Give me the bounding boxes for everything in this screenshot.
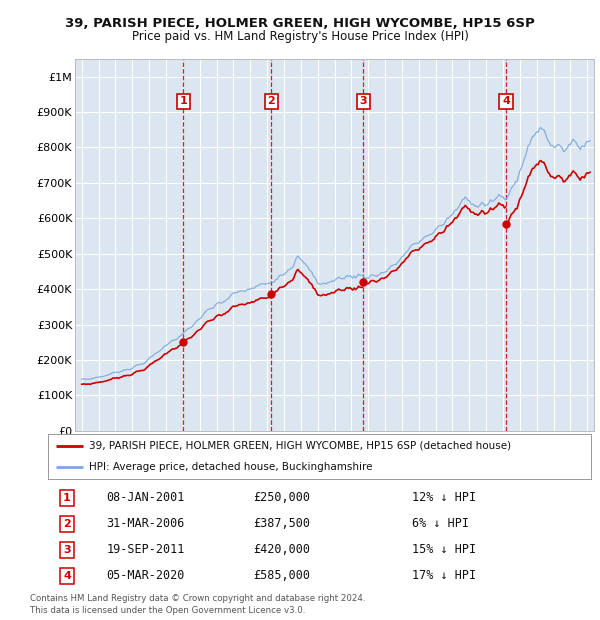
Text: 3: 3	[63, 545, 71, 555]
Text: HPI: Average price, detached house, Buckinghamshire: HPI: Average price, detached house, Buck…	[89, 462, 372, 472]
Text: 1: 1	[63, 493, 71, 503]
Text: £387,500: £387,500	[253, 518, 310, 530]
Text: 4: 4	[63, 571, 71, 581]
Text: 08-JAN-2001: 08-JAN-2001	[107, 492, 185, 504]
Text: 4: 4	[502, 97, 510, 107]
Text: 15% ↓ HPI: 15% ↓ HPI	[412, 544, 476, 556]
Text: £250,000: £250,000	[253, 492, 310, 504]
Text: 2: 2	[268, 97, 275, 107]
Text: 31-MAR-2006: 31-MAR-2006	[107, 518, 185, 530]
Text: 17% ↓ HPI: 17% ↓ HPI	[412, 570, 476, 582]
Text: 1: 1	[179, 97, 187, 107]
Text: 2: 2	[63, 519, 71, 529]
Text: 39, PARISH PIECE, HOLMER GREEN, HIGH WYCOMBE, HP15 6SP (detached house): 39, PARISH PIECE, HOLMER GREEN, HIGH WYC…	[89, 441, 511, 451]
Text: 19-SEP-2011: 19-SEP-2011	[107, 544, 185, 556]
Text: Contains HM Land Registry data © Crown copyright and database right 2024.
This d: Contains HM Land Registry data © Crown c…	[30, 594, 365, 615]
Text: Price paid vs. HM Land Registry's House Price Index (HPI): Price paid vs. HM Land Registry's House …	[131, 30, 469, 43]
Text: 05-MAR-2020: 05-MAR-2020	[107, 570, 185, 582]
Text: 3: 3	[359, 97, 367, 107]
Text: 6% ↓ HPI: 6% ↓ HPI	[412, 518, 469, 530]
Text: 12% ↓ HPI: 12% ↓ HPI	[412, 492, 476, 504]
Text: 39, PARISH PIECE, HOLMER GREEN, HIGH WYCOMBE, HP15 6SP: 39, PARISH PIECE, HOLMER GREEN, HIGH WYC…	[65, 17, 535, 30]
Text: £585,000: £585,000	[253, 570, 310, 582]
Text: £420,000: £420,000	[253, 544, 310, 556]
